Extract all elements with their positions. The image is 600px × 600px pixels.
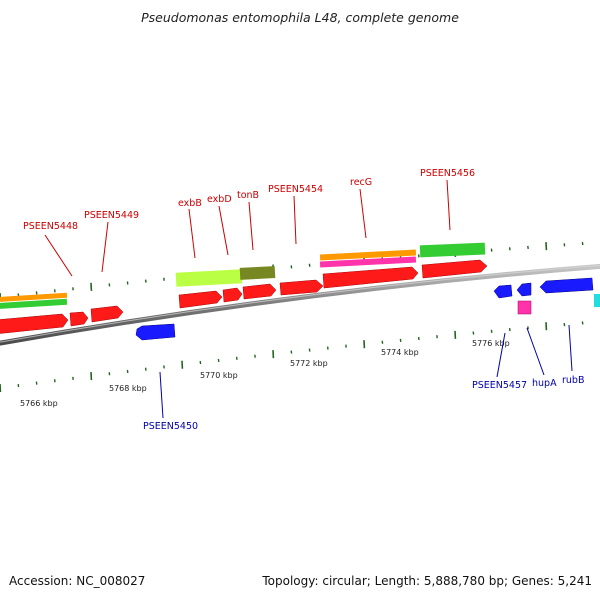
gene-arrow-pseen5448b — [69, 311, 89, 327]
gene-arrow-pseen5450 — [135, 323, 176, 341]
gene-label-pseen5457: PSEEN5457 — [472, 380, 527, 391]
feature-olive — [239, 266, 276, 280]
gene-label-tonb: tonB — [237, 190, 259, 201]
gene-label-pseen5448: PSEEN5448 — [23, 221, 78, 232]
gene-arrow-recg — [322, 266, 419, 289]
gene-label-pseen5450: PSEEN5450 — [143, 421, 198, 432]
gene-label-pseen5449: PSEEN5449 — [84, 210, 139, 221]
genome-summary-text: Topology: circular; Length: 5,888,780 bp… — [261, 574, 592, 588]
feature-lime — [175, 269, 243, 287]
gene-arrow-pseen5456 — [421, 259, 488, 279]
feature-magenta-hupa — [517, 300, 532, 315]
gene-arrow-rubb — [539, 277, 594, 294]
accession-text: Accession: NC_008027 — [9, 574, 145, 588]
plus-strand-genes — [0, 259, 488, 334]
feature-orange-left — [0, 292, 68, 303]
gene-arrow-hupa — [516, 282, 532, 297]
scale-label-5774: 5774 kbp — [381, 348, 419, 357]
gene-label-rubb: rubB — [562, 375, 584, 386]
gene-label-pseen5454: PSEEN5454 — [268, 184, 323, 195]
gene-arrow-pseen5449 — [90, 305, 124, 323]
minus-strand-genes — [135, 277, 600, 341]
feature-track-upper — [0, 242, 486, 310]
plus-label-leaders — [44, 179, 451, 277]
scale-label-5772: 5772 kbp — [290, 359, 328, 368]
gene-arrow-pseen5457 — [493, 284, 513, 299]
feature-green-left — [0, 298, 68, 310]
gene-labels: PSEEN5448 PSEEN5449 exbB exbD tonB PSEEN… — [23, 168, 584, 432]
scale-label-5768: 5768 kbp — [109, 384, 147, 393]
genome-backbone — [0, 263, 600, 346]
feature-cyan-edge — [594, 294, 600, 307]
gene-label-recg: recG — [350, 177, 372, 188]
scale-label-5776: 5776 kbp — [472, 339, 510, 348]
minus-label-leaders — [159, 324, 573, 419]
gene-arrow-exbb — [178, 290, 223, 309]
gene-label-hupa: hupA — [532, 378, 557, 389]
scale-label-5770: 5770 kbp — [200, 371, 238, 380]
scale-label-5766: 5766 kbp — [20, 399, 58, 408]
gene-arrow-tonb — [242, 283, 277, 300]
gene-label-exbb: exbB — [178, 198, 202, 209]
feature-green-right — [419, 242, 486, 258]
gene-label-exbd: exbD — [207, 194, 232, 205]
scale-labels: 5766 kbp 5768 kbp 5770 kbp 5772 kbp 5774… — [20, 339, 510, 408]
feature-magenta-mid — [319, 256, 417, 268]
gene-label-pseen5456: PSEEN5456 — [420, 168, 475, 179]
inner-tick-row — [0, 321, 584, 393]
gene-arrow-pseen5448 — [0, 313, 69, 334]
gene-arrow-exbd — [222, 287, 243, 303]
map-title: Pseudomonas entomophila L48, complete ge… — [141, 10, 459, 25]
feature-orange-mid — [319, 249, 417, 261]
gene-arrow-pseen5454 — [279, 279, 324, 296]
